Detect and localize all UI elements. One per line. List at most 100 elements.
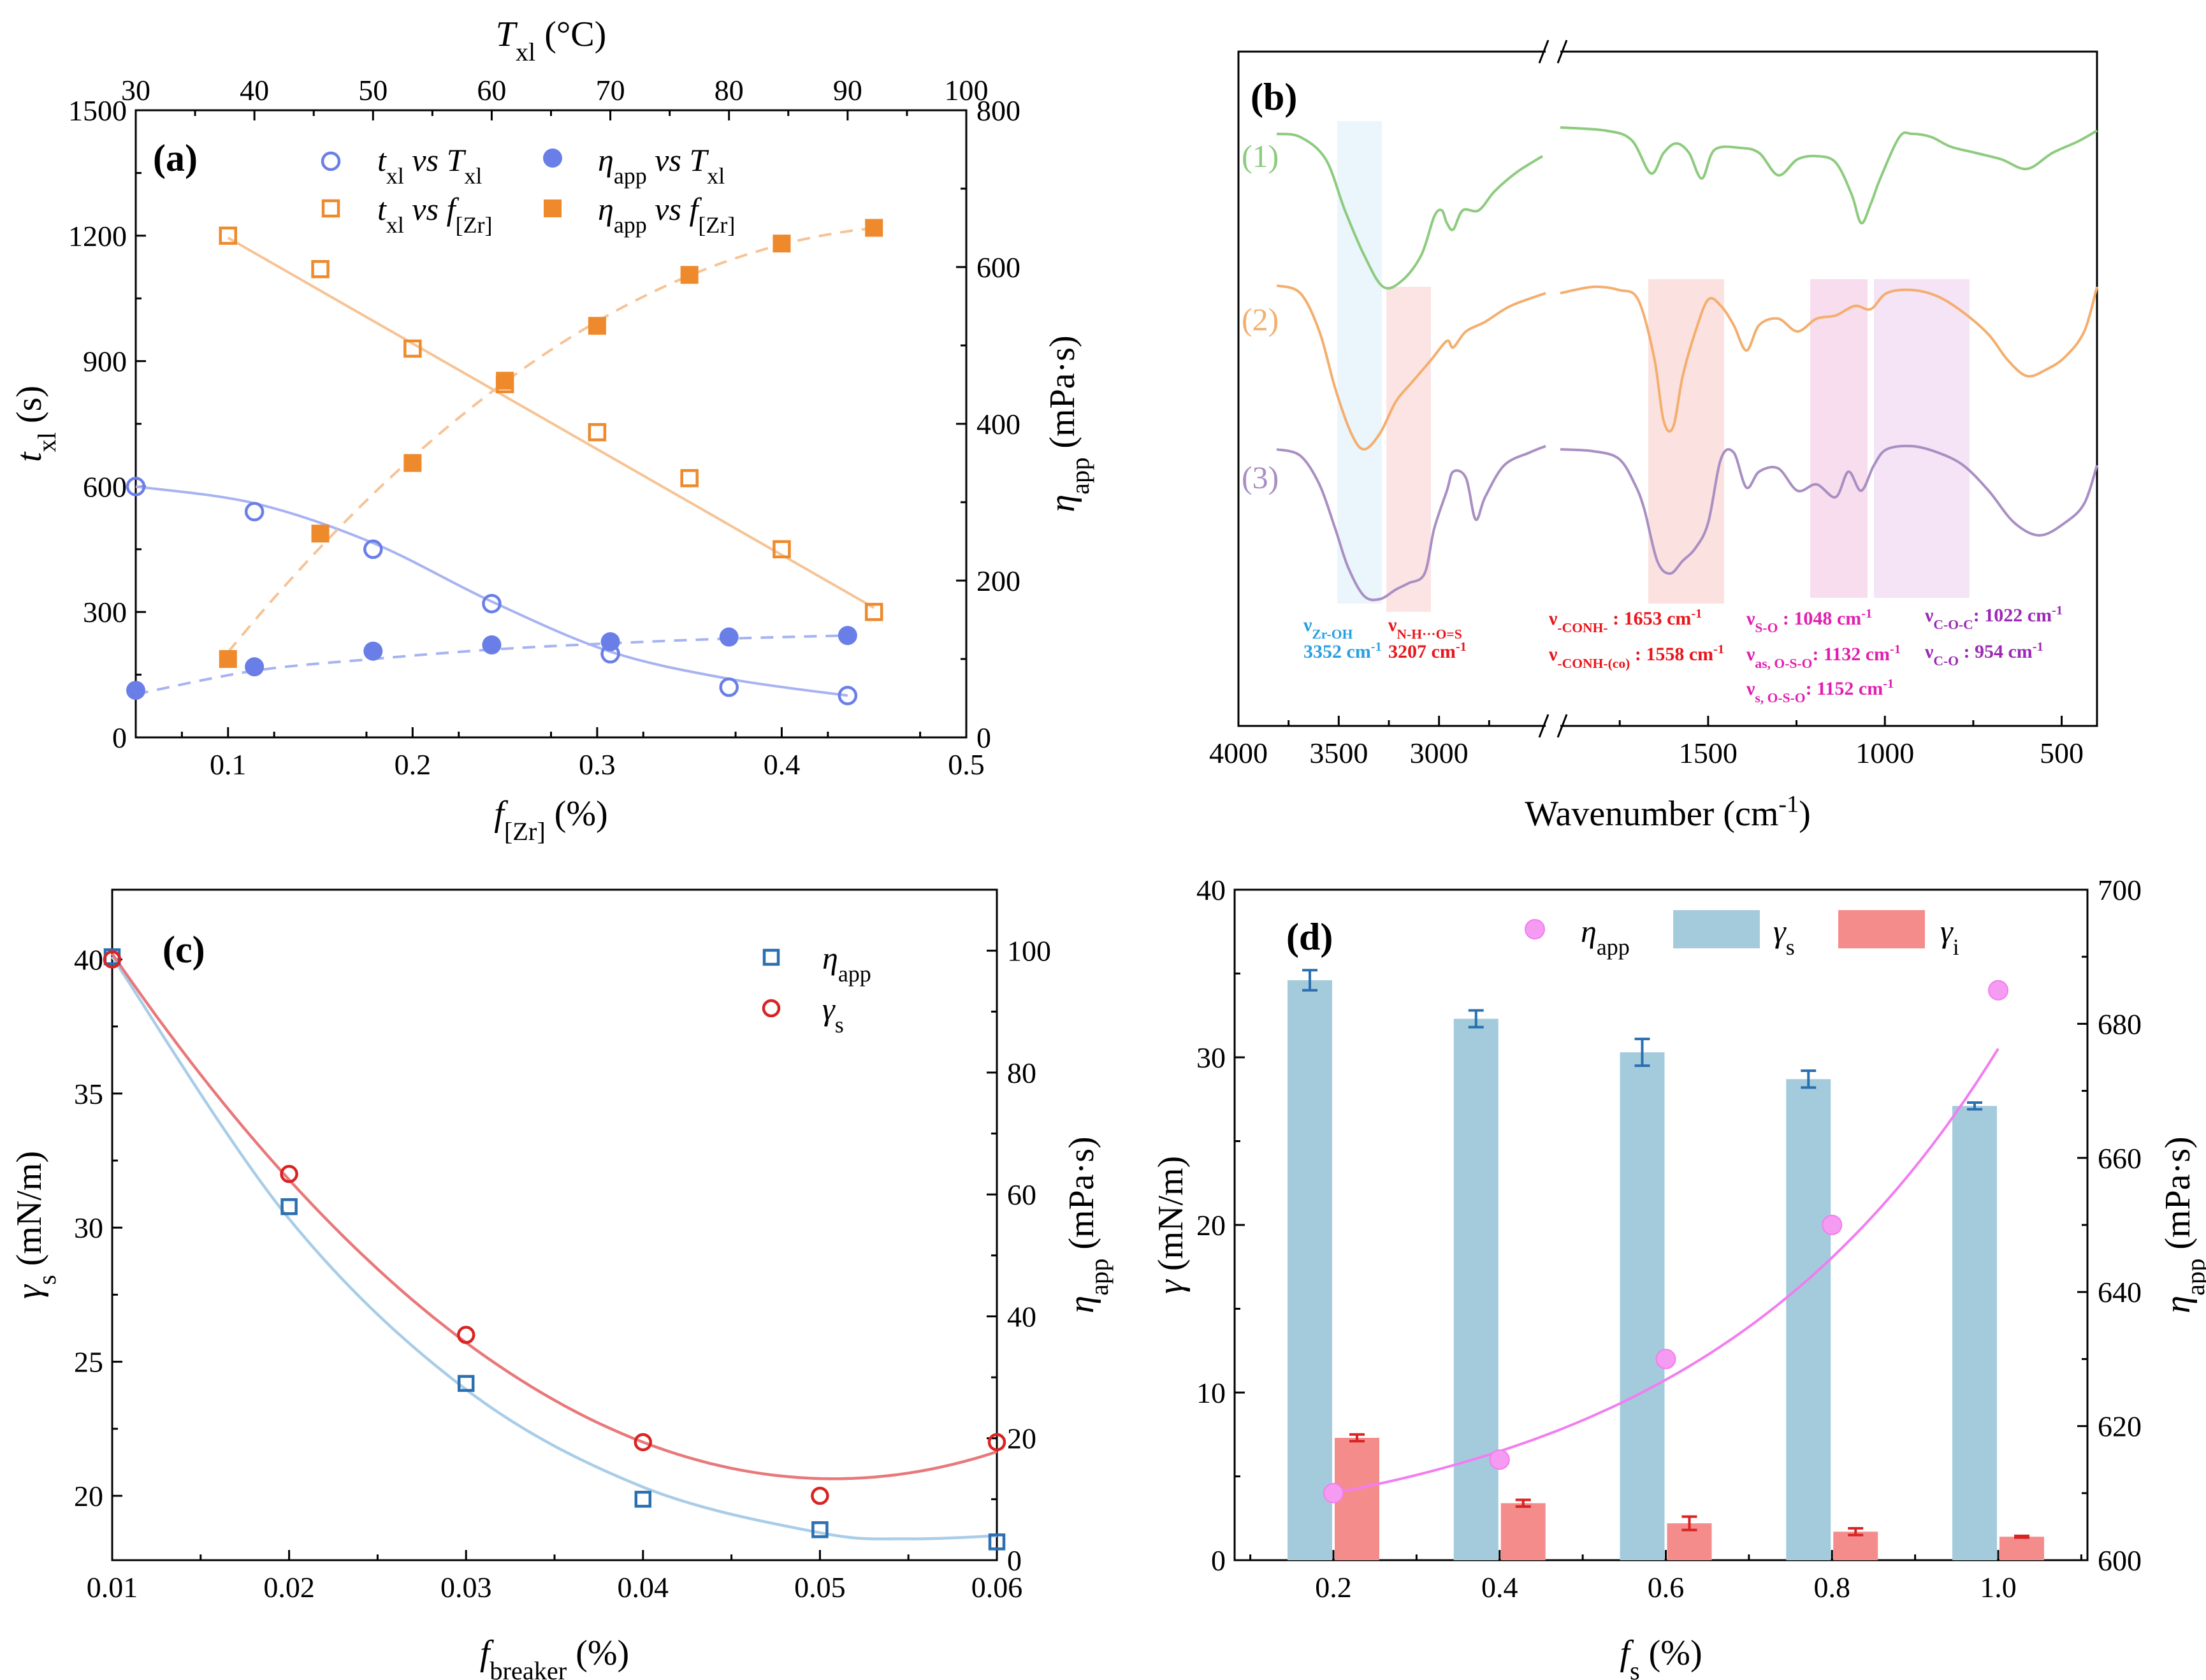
- label-part: [Zr]: [698, 212, 735, 238]
- bar-gamma-s: [1453, 1018, 1498, 1560]
- label-part: app: [1085, 1259, 1114, 1296]
- x-axis-label: fbreaker (%): [480, 1633, 629, 1680]
- spectrum-label-3: (3): [1242, 460, 1279, 495]
- y-tick-label: 0: [112, 721, 127, 754]
- y2-axis-label: ηapp (mPa·s): [2158, 1136, 2206, 1313]
- legend-marker-eta: [1525, 919, 1545, 939]
- label-part: T: [689, 142, 709, 178]
- point-eta-Txl: [838, 626, 857, 646]
- top-tick-label: 70: [596, 74, 625, 106]
- label-part: γ: [1773, 913, 1787, 949]
- annotation-as-oso: νas, O-S-O: 1132 cm-1: [1746, 642, 1901, 671]
- y2-tick-label: 0: [976, 721, 991, 754]
- y2-tick-label: 620: [2098, 1410, 2142, 1443]
- y2-tick-label: 0: [1007, 1544, 1022, 1577]
- legend-marker-gamma-i: [1838, 910, 1925, 948]
- label-part: app: [614, 163, 647, 189]
- x-tick-label: 4000: [1209, 737, 1268, 769]
- spectrum-1-left: [1276, 133, 1544, 290]
- y2-tick-label: 700: [2098, 874, 2142, 906]
- point-txl-Txl: [838, 686, 858, 706]
- label-part: (s): [10, 386, 49, 432]
- label-part: app: [614, 212, 647, 238]
- point-eta-Txl: [719, 627, 739, 647]
- point-txl-Txl: [244, 502, 265, 522]
- point-eta-app: [634, 1491, 652, 1508]
- point-eta-f: [773, 235, 791, 253]
- label-part: : 1152 cm: [1806, 678, 1883, 699]
- top-tick-label: 60: [477, 74, 506, 106]
- label-part: s: [835, 1012, 844, 1038]
- y2-tick-label: 100: [1007, 935, 1051, 967]
- legend-gamma-i: γi: [1940, 913, 1959, 960]
- spectrum-2-right: [1560, 285, 2098, 433]
- y2-tick-label: 800: [976, 94, 1020, 127]
- annotation-conh: ν-CONH- : 1653 cm-1: [1548, 607, 1702, 635]
- y2-tick-label: 600: [976, 251, 1020, 284]
- point-eta-app: [1988, 980, 2008, 1001]
- label-part: ): [1799, 794, 1811, 834]
- label-part: -1: [1713, 642, 1724, 656]
- label-part: η: [1043, 495, 1082, 512]
- label-part: (%): [546, 794, 608, 834]
- x-tick-label: 0.03: [440, 1571, 492, 1604]
- legend-gamma-s: γs: [1773, 913, 1795, 960]
- y-axis-label: γs (mN/m): [10, 1151, 61, 1299]
- panel-c-frame: [111, 888, 998, 1561]
- annotation-band: [1386, 287, 1431, 612]
- x-tick-label: 0.8: [1814, 1571, 1851, 1604]
- x-axis-label: fs (%): [1620, 1633, 1702, 1680]
- point-gamma-s: [103, 950, 122, 969]
- y-tick-label: 1500: [68, 94, 127, 127]
- label-part: t: [377, 142, 387, 178]
- label-part: -1: [1371, 640, 1382, 654]
- label-part: xl: [516, 38, 535, 66]
- label-part: breaker: [490, 1656, 567, 1680]
- label-part: s: [1630, 1656, 1640, 1680]
- annotation-s-oso: νs, O-S-O: 1152 cm-1: [1746, 677, 1894, 706]
- label-part: (°C): [535, 15, 606, 54]
- y2-tick-label: 40: [1007, 1300, 1036, 1333]
- point-eta-app: [811, 1521, 829, 1539]
- bar-gamma-s: [1288, 980, 1332, 1560]
- label-part: vs: [647, 191, 690, 227]
- label-part: η: [822, 940, 838, 976]
- label-part: vs: [647, 142, 690, 178]
- legend-gamma: γs: [822, 991, 844, 1038]
- point-txl-f: [219, 226, 238, 245]
- label-part: (%): [1640, 1633, 1702, 1673]
- label-part: ν: [1548, 644, 1558, 665]
- x-tick-label: 0.01: [87, 1571, 138, 1604]
- point-eta-Txl: [482, 635, 502, 655]
- panel-b-frame-right: [1560, 50, 2098, 727]
- fit-line-txl-Txl: [135, 485, 848, 697]
- point-eta-app: [988, 1533, 1006, 1551]
- point-eta-app: [1489, 1449, 1510, 1470]
- x-tick-label: 3000: [1410, 737, 1469, 769]
- label-part: xl: [386, 212, 404, 238]
- label-part: as, O-S-O: [1755, 656, 1812, 671]
- label-part: C-O: [1933, 653, 1959, 669]
- y-tick-label: 35: [74, 1078, 103, 1110]
- panel-b-frame-left: [1237, 50, 1546, 727]
- x-tick-label: 0.1: [210, 748, 247, 781]
- fit-line-txl-f: [227, 236, 875, 609]
- bar-gamma-s: [1786, 1079, 1831, 1560]
- label-part: ν: [1924, 605, 1934, 626]
- top-tick-label: 40: [240, 74, 269, 106]
- point-txl-f: [680, 469, 699, 488]
- annotation-nh-os: νN-H···O=S: [1388, 614, 1462, 642]
- top-tick-label: 80: [715, 74, 744, 106]
- legend-marker-txl-f: [321, 199, 340, 218]
- label-part: -1: [1456, 640, 1467, 654]
- label-part: app: [838, 961, 871, 987]
- point-eta-f: [680, 266, 699, 284]
- label-part: ν: [1746, 644, 1755, 665]
- y-tick-label: 300: [83, 596, 127, 628]
- label-part: ν: [1746, 678, 1755, 699]
- x-tick-label: 0.3: [579, 748, 616, 781]
- legend-marker-gamma: [762, 999, 781, 1018]
- point-gamma-s: [456, 1326, 475, 1344]
- label-part: xl: [386, 163, 404, 189]
- y-tick-label: 30: [74, 1212, 103, 1244]
